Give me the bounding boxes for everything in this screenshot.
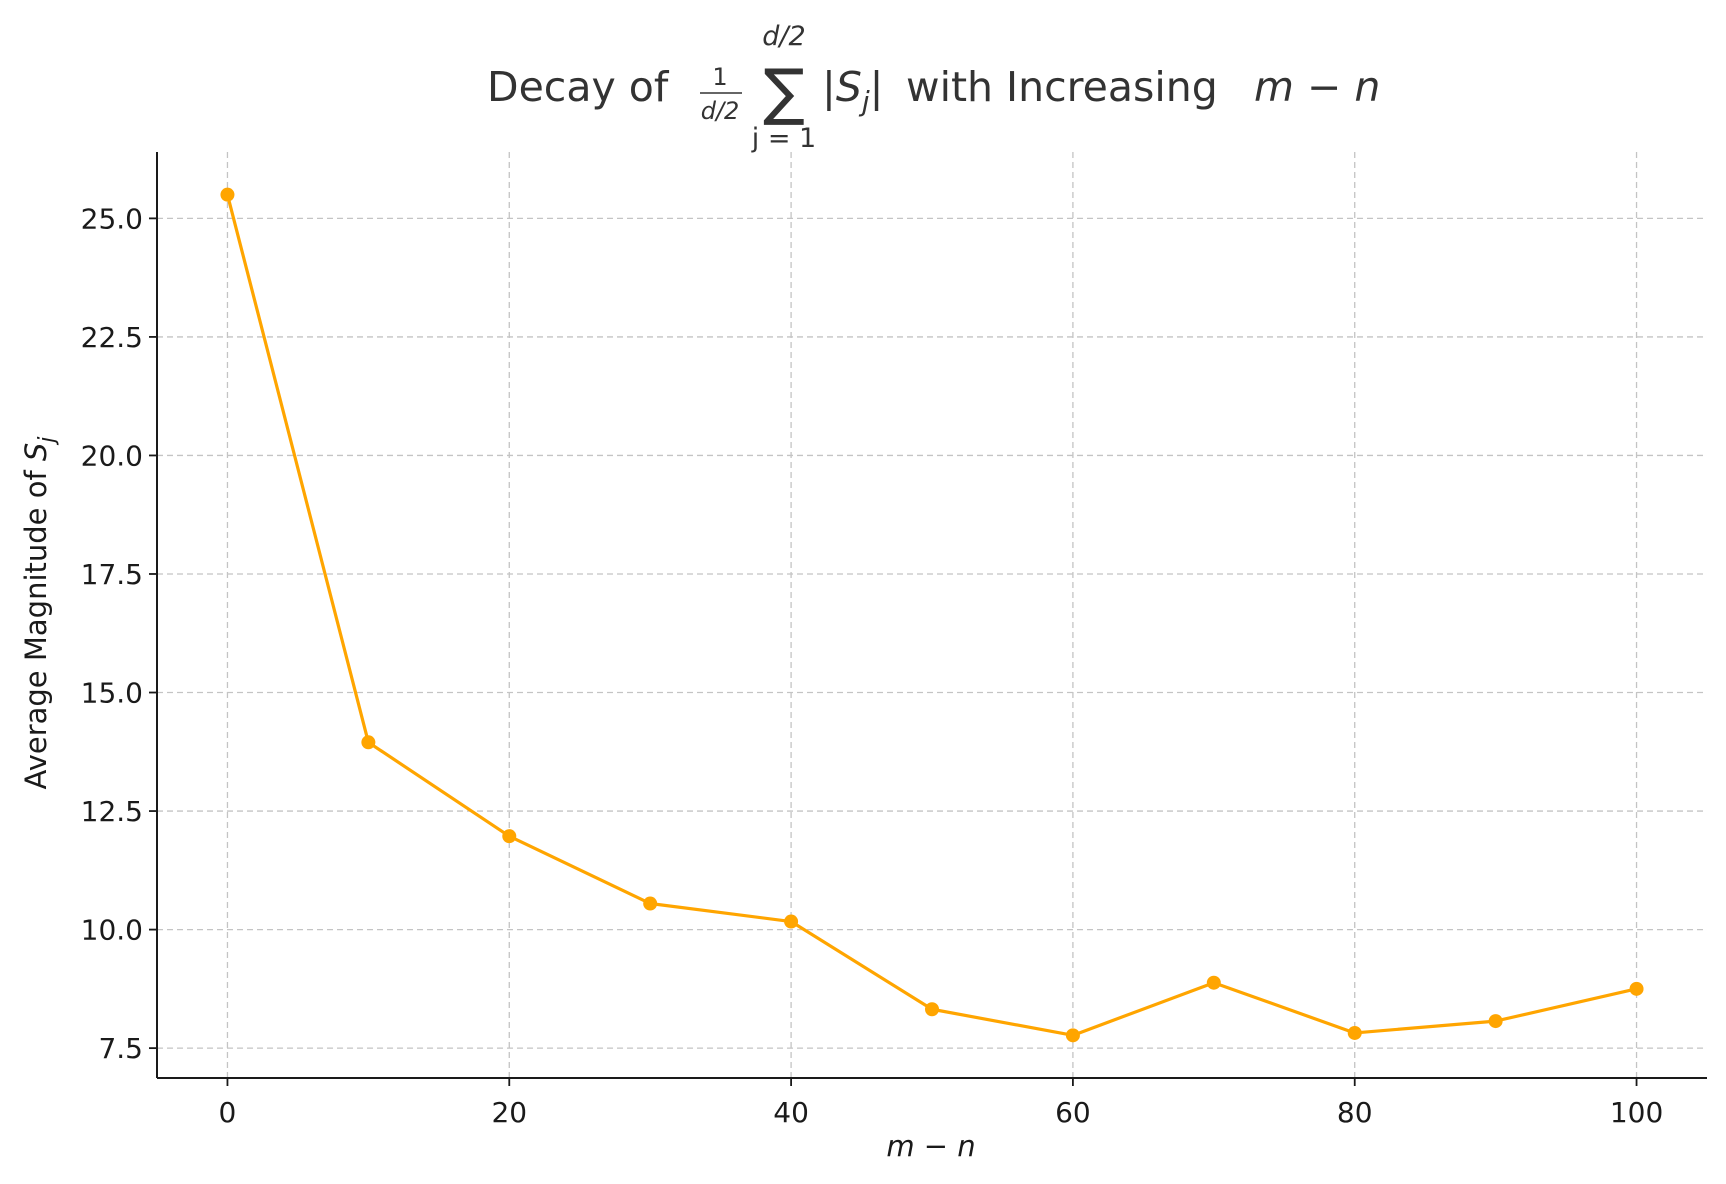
y-tick-label: 20.0 bbox=[81, 439, 143, 472]
data-point bbox=[1347, 1025, 1362, 1040]
title-fraction-denominator: d/2 bbox=[701, 97, 740, 125]
title-middle: with Increasing bbox=[893, 63, 1231, 111]
title-prefix: Decay of bbox=[487, 63, 681, 111]
series-line bbox=[225, 194, 1637, 1037]
x-tick-label: 20 bbox=[491, 1096, 527, 1129]
y-tick-label: 17.5 bbox=[81, 558, 143, 591]
data-point bbox=[502, 829, 517, 844]
axes: 0 20 40 60 80 100 7.5 10.0 12.5 15.0 17.5 20.0 22.5 2… bbox=[81, 152, 1707, 1129]
y-tick-label: 22.5 bbox=[81, 321, 143, 354]
title-sum-upper: d/2 bbox=[762, 21, 805, 52]
y-tick-label: 15.0 bbox=[81, 677, 143, 710]
data-point bbox=[1206, 975, 1221, 990]
x-tick-label: 60 bbox=[1055, 1096, 1091, 1129]
y-tick-label: 10.0 bbox=[81, 914, 143, 947]
title-fraction-numerator: 1 bbox=[712, 63, 727, 91]
y-tick-label: 7.5 bbox=[98, 1032, 143, 1065]
x-tick-label: 80 bbox=[1337, 1096, 1373, 1129]
grid bbox=[157, 152, 1707, 1078]
data-point bbox=[643, 896, 658, 911]
title-sum-symbol: ∑ bbox=[763, 55, 805, 128]
x-tick-label: 40 bbox=[773, 1096, 809, 1129]
data-point bbox=[1629, 981, 1644, 996]
x-tick-label: 100 bbox=[1610, 1096, 1663, 1129]
title-expression: m − n bbox=[1254, 63, 1380, 111]
x-axis-label: m − n bbox=[886, 1129, 975, 1163]
title-sum-lower: j = 1 bbox=[751, 123, 816, 154]
y-tick-label: 25.0 bbox=[81, 202, 143, 235]
data-point bbox=[784, 914, 799, 929]
y-tick-label: 12.5 bbox=[81, 795, 143, 828]
data-point bbox=[925, 1002, 939, 1017]
x-tick-label: 0 bbox=[219, 1096, 237, 1129]
data-point bbox=[1488, 1014, 1503, 1029]
series bbox=[220, 187, 1644, 1043]
title-term: |Sj| bbox=[822, 63, 883, 118]
data-point bbox=[220, 187, 235, 202]
chart-title: Decay of 1 d/2 ∑ d/2 j = 1 |Sj| with Inc… bbox=[487, 21, 1380, 154]
data-point bbox=[1065, 1028, 1080, 1043]
data-point bbox=[361, 735, 376, 750]
y-axis-label: Average Magnitude of Sj bbox=[19, 436, 60, 790]
